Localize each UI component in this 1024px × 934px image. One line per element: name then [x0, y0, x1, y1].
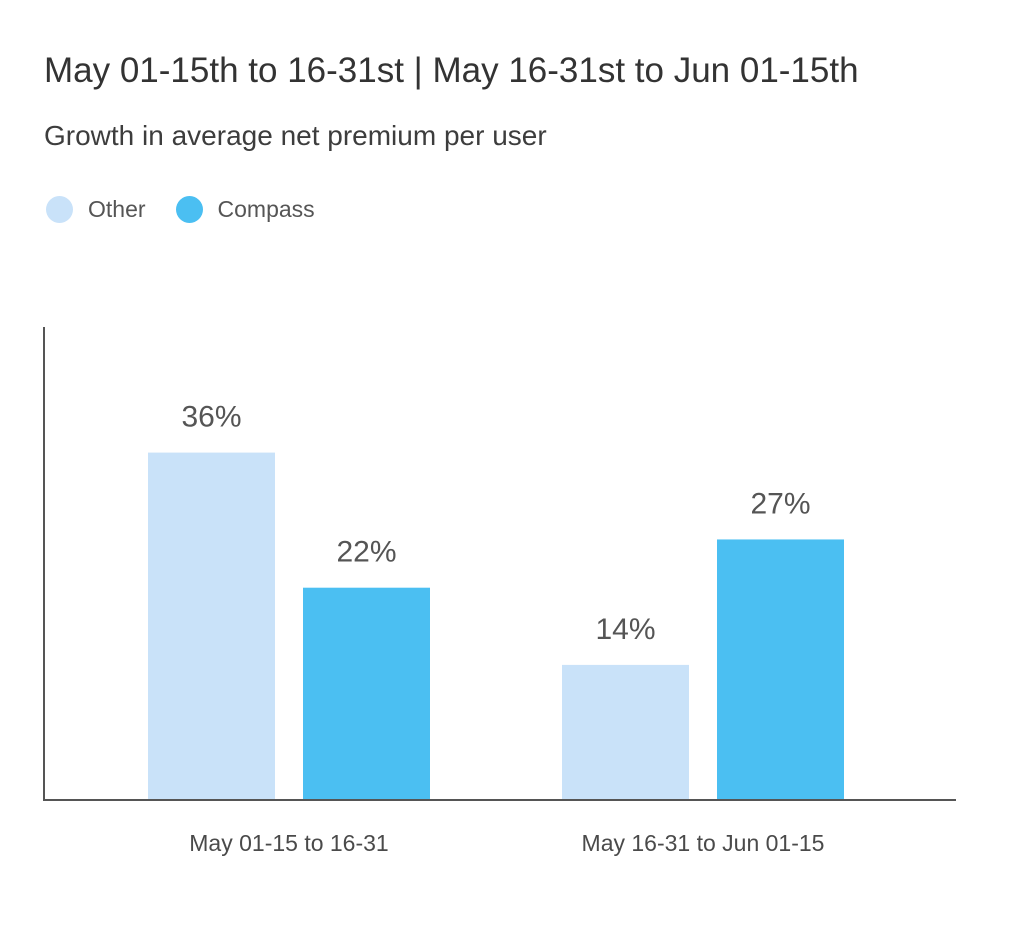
bar-value-label-compass-1: 22% [336, 536, 396, 569]
legend-item-compass: Compass [175, 196, 315, 223]
chart-marks: 36% 22% May 01-15 to 16-31 14% 27% May 16-31 … [148, 401, 844, 856]
bar-value-label-compass-2: 27% [750, 487, 810, 520]
chart-subtitle: Growth in average net premium per user [44, 120, 547, 151]
bar-other-1 [148, 452, 275, 800]
bar-value-label-other-2: 14% [595, 613, 655, 646]
legend-label-other: Other [88, 196, 146, 222]
legend-label-compass: Compass [217, 196, 315, 222]
x-tick-label-1: May 01-15 to 16-31 [189, 830, 388, 856]
bar-compass-1 [303, 587, 430, 800]
bar-other-2 [562, 664, 689, 800]
chart-legend: Other Compass [46, 196, 345, 223]
chart-title: May 01-15th to 16-31st | May 16-31st to … [44, 51, 859, 90]
legend-swatch-compass [175, 196, 203, 223]
bar-value-label-other-1: 36% [181, 401, 241, 434]
legend-swatch-other [46, 196, 73, 223]
bar-compass-2 [717, 539, 844, 800]
x-tick-label-2: May 16-31 to Jun 01-15 [582, 830, 825, 856]
legend-item-other: Other [46, 196, 146, 223]
